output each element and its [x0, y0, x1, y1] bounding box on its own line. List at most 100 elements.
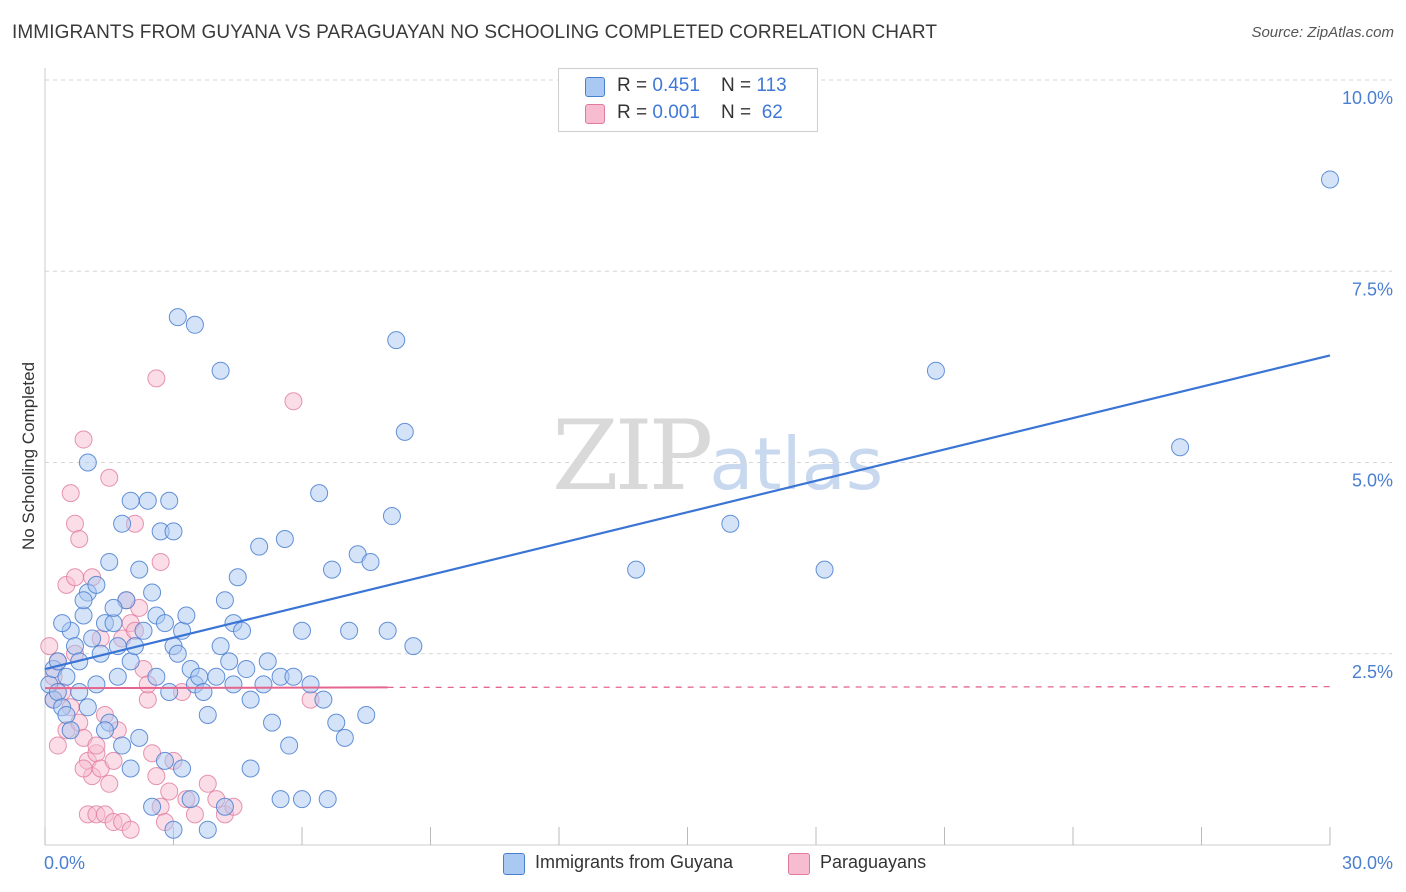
paraguayans-point [284, 392, 303, 411]
guyana-point [130, 728, 149, 747]
guyana-point [70, 683, 89, 701]
guyana-point [926, 361, 945, 380]
guyana-point [61, 721, 80, 740]
r-label: R = [617, 102, 653, 123]
guyana-point [121, 652, 140, 671]
guyana-point [48, 683, 67, 701]
r-label: R = [617, 75, 653, 96]
guyana-point [164, 522, 183, 541]
paraguayans-point [61, 484, 80, 503]
guyana-point [108, 667, 127, 686]
paraguayans-point [40, 637, 59, 656]
watermark: ZIPatlas [552, 400, 883, 512]
guyana-point [143, 583, 162, 602]
paraguayans-point [151, 552, 170, 571]
legend-text: R = 0.001 N = 62 [617, 102, 783, 124]
guyana-point [1321, 170, 1339, 189]
guyana-point [314, 690, 333, 709]
trend-lines [44, 354, 1331, 690]
guyana-point [207, 667, 226, 686]
watermark-atlas: atlas [709, 422, 884, 506]
paraguayans-point [198, 774, 217, 793]
guyana-point [177, 606, 196, 625]
guyana-point [168, 308, 187, 327]
guyana-point [361, 552, 380, 571]
guyana-swatch [585, 77, 605, 97]
guyana-point [155, 751, 174, 770]
y-tick-label: 7.5% [1352, 279, 1393, 299]
guyana-point [74, 591, 93, 610]
guyana-point [211, 361, 230, 380]
n-value: 62 [756, 102, 783, 123]
guyana-legend-label: Immigrants from Guyana [535, 852, 734, 872]
y-axis-label: No Schooling Completed [19, 362, 38, 550]
guyana-point [78, 698, 97, 717]
guyana-point [57, 705, 76, 724]
guyana-point [65, 637, 84, 656]
paraguayans-point [147, 767, 166, 786]
guyana-point [113, 736, 132, 755]
paraguayans-point [138, 690, 157, 709]
legend-text: R = 0.451 N = 113 [617, 75, 787, 97]
x-tick-label: 30.0% [1342, 853, 1393, 873]
guyana-point [263, 713, 282, 732]
guyana-swatch [503, 853, 525, 875]
paraguayans-point [65, 514, 84, 533]
r-value: 0.001 [652, 102, 700, 123]
correlation-legend: R = 0.451 N = 113 R = 0.001 N = 62 [558, 68, 818, 132]
guyana-point [198, 820, 217, 839]
guyana-point [258, 652, 277, 671]
guyana-point [357, 705, 376, 724]
paraguayans-swatch [585, 104, 605, 124]
guyana-point [322, 560, 341, 579]
guyana-point [382, 507, 401, 526]
guyana-point [104, 598, 123, 617]
guyana-point [190, 667, 209, 686]
guyana-point [121, 759, 140, 778]
legend-row-paraguayans: R = 0.001 N = 62 [585, 102, 783, 126]
paraguayans-point [160, 782, 179, 801]
y-tick-label: 2.5% [1352, 662, 1393, 682]
paraguayans-point [87, 736, 106, 755]
guyana-points [40, 170, 1339, 839]
guyana-point [215, 591, 234, 610]
guyana-point [721, 514, 740, 533]
guyana-point [87, 575, 106, 594]
paraguayans-legend-label: Paraguayans [820, 852, 927, 872]
guyana-point [130, 560, 149, 579]
x-tick-label: 0.0% [44, 853, 85, 873]
guyana-point [340, 621, 359, 640]
paraguayans-point [65, 568, 84, 587]
guyana-point [310, 484, 329, 503]
n-label: N = [721, 102, 757, 123]
tick-labels: 2.5% 5.0% 7.5% 10.0% 0.0% 30.0% [44, 88, 1393, 873]
guyana-point [404, 637, 423, 656]
guyana-point [254, 675, 273, 694]
guyana-point [138, 491, 157, 510]
guyana-point [215, 797, 234, 816]
guyana-point [250, 537, 269, 556]
paraguayans-point [121, 820, 140, 839]
guyana-point [181, 790, 200, 809]
guyana-point [220, 652, 239, 671]
paraguayans-point [147, 369, 166, 388]
guyana-point [194, 683, 213, 701]
guyana-point [271, 790, 290, 809]
n-value: 113 [756, 75, 787, 96]
guyana-point [284, 667, 303, 686]
r-value: 0.451 [652, 75, 700, 96]
guyana-point [233, 621, 252, 640]
axes [44, 68, 1331, 846]
guyana-point [160, 491, 179, 510]
guyana-point [327, 713, 346, 732]
guyana-point [168, 644, 187, 663]
guyana-point [387, 331, 406, 350]
guyana-point [74, 606, 93, 625]
guyana-point [815, 560, 834, 579]
guyana-point [335, 728, 354, 747]
guyana-point [164, 820, 183, 839]
guyana-point [78, 453, 97, 472]
guyana-point [147, 667, 166, 686]
guyana-point [241, 690, 260, 709]
